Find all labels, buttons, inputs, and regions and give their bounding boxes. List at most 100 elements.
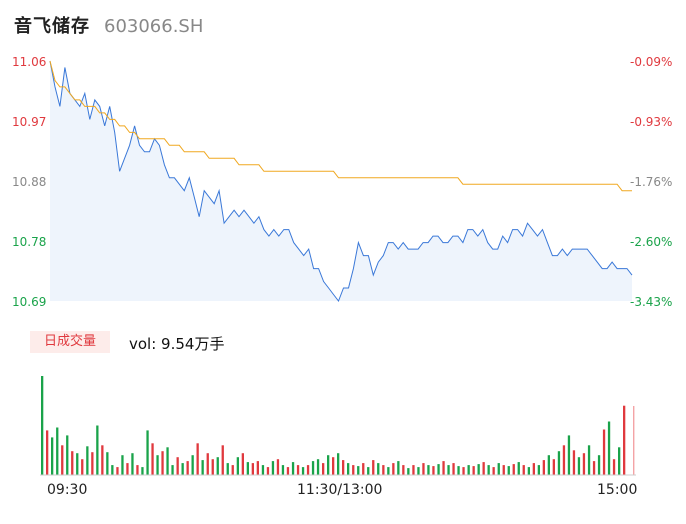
volume-bar <box>46 430 49 475</box>
volume-bar <box>146 430 149 475</box>
volume-bar <box>216 457 219 475</box>
volume-bar <box>41 376 44 475</box>
volume-bar <box>542 460 545 475</box>
volume-bar <box>392 463 395 475</box>
volume-bar <box>562 445 566 475</box>
price-line <box>49 60 633 303</box>
volume-bar <box>226 463 229 475</box>
volume-bar <box>276 459 280 475</box>
volume-bar <box>532 463 535 475</box>
volume-bar <box>572 450 576 476</box>
volume-bar <box>131 453 134 475</box>
volume-bar <box>141 467 144 475</box>
volume-bar <box>623 405 626 475</box>
volume-text: vol: 9.54万手 <box>129 335 225 353</box>
price-label-mid: 10.88 <box>12 175 47 189</box>
volume-bar <box>91 452 94 475</box>
volume-bar <box>96 425 99 475</box>
volume-bar <box>306 465 310 475</box>
volume-bar <box>71 451 74 475</box>
volume-bar <box>246 462 249 475</box>
volume-bar <box>322 463 325 475</box>
volume-bar <box>397 461 400 475</box>
volume-bar <box>86 446 89 475</box>
volume-bar <box>612 459 616 475</box>
volume-bar <box>577 457 581 475</box>
volume-bar <box>462 467 465 475</box>
price-label-4: 10.78 <box>12 235 47 249</box>
volume-bar <box>201 460 204 475</box>
volume-bar <box>251 463 254 475</box>
volume-bar <box>196 443 199 475</box>
volume-bar <box>567 435 571 475</box>
volume-bar <box>377 463 380 475</box>
volume-bar <box>166 447 169 475</box>
volume-bar <box>527 467 530 475</box>
volume-bar <box>357 466 360 475</box>
volume-bar <box>587 445 591 475</box>
volume-bar <box>76 453 79 475</box>
price-label-low: 10.69 <box>12 295 47 309</box>
pct-label-5: -3.43% <box>630 295 673 309</box>
volume-bar <box>492 467 495 475</box>
volume-bar <box>236 457 239 475</box>
volume-bar <box>116 467 119 475</box>
volume-bar <box>337 453 340 475</box>
volume-bar <box>66 435 69 475</box>
volume-bar <box>296 465 300 475</box>
time-label-open: 09:30 <box>47 482 88 498</box>
time-label-midday: 11:30/13:00 <box>297 482 383 498</box>
volume-bar <box>502 465 505 475</box>
volume-bar <box>582 453 586 475</box>
pct-label-2: -0.93% <box>630 115 673 129</box>
volume-bar <box>432 466 435 475</box>
volume-bar <box>61 445 64 475</box>
volume-bar <box>618 447 621 475</box>
volume-bar <box>121 455 124 475</box>
volume-bar <box>457 466 460 475</box>
volume-bar <box>332 457 335 475</box>
volume-bar <box>81 459 84 475</box>
volume-bar <box>417 467 420 475</box>
volume-bar <box>221 445 224 475</box>
volume-bar <box>557 451 561 475</box>
volume-bar <box>367 467 370 475</box>
volume-bar <box>452 463 455 475</box>
time-label-close: 15:00 <box>597 482 638 498</box>
volume-bar <box>261 465 265 475</box>
volume-bar <box>266 467 270 475</box>
volume-bar <box>271 461 275 475</box>
volume-bar <box>161 451 164 475</box>
volume-bar <box>507 466 510 475</box>
volume-bar <box>597 455 601 475</box>
volume-bar <box>427 465 430 475</box>
volume-bar <box>191 455 194 475</box>
volume-badge[interactable]: 日成交量 <box>30 331 110 353</box>
volume-bar <box>206 453 209 475</box>
volume-bar <box>126 463 129 475</box>
volume-bar <box>517 462 520 475</box>
volume-bar <box>281 465 285 475</box>
volume-bar <box>362 463 365 475</box>
volume-bar <box>482 462 485 475</box>
pct-label-1: -0.09% <box>630 55 673 69</box>
volume-bar <box>101 445 104 475</box>
volume-bar <box>342 460 345 475</box>
volume-bar <box>181 463 184 475</box>
stock-code: 603066.SH <box>104 16 204 37</box>
volume-bar <box>372 460 375 475</box>
stock-name: 音飞储存 <box>14 16 90 37</box>
volume-bar <box>156 455 159 475</box>
volume-bar <box>106 452 109 475</box>
volume-bar <box>607 421 611 475</box>
volume-bar <box>412 465 415 475</box>
volume-bar <box>497 463 500 475</box>
pct-label-4: -2.60% <box>630 235 673 249</box>
volume-bar <box>347 463 350 475</box>
volume-bar <box>352 465 355 475</box>
volume-bar <box>111 465 114 475</box>
volume-bar-last <box>633 406 635 475</box>
pct-label-3: -1.76% <box>630 175 673 189</box>
volume-bar <box>537 465 540 475</box>
